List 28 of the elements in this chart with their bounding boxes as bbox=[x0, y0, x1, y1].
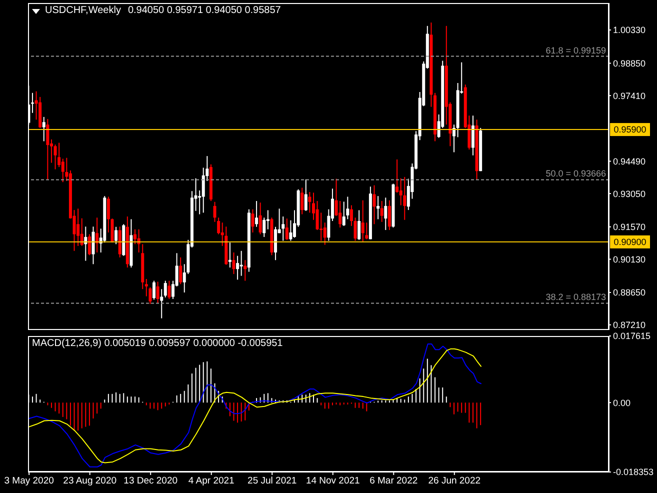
x-tick-label: 4 Apr 2021 bbox=[188, 476, 234, 487]
y-tick-label: 0.00 bbox=[613, 398, 631, 408]
y-tick-label: 0.91570 bbox=[613, 222, 646, 232]
x-tick-label: 13 Dec 2020 bbox=[124, 476, 178, 487]
ref-line-label: 38.2 = 0.88173 bbox=[546, 292, 606, 302]
y-tick-label: -0.018353 bbox=[613, 467, 654, 478]
ref-line-label: 0.90900 bbox=[614, 237, 646, 248]
chart-subtitle: 0.94050 0.95971 0.94050 0.95857 bbox=[128, 5, 281, 17]
y-tick-label: 0.017615 bbox=[613, 331, 651, 342]
y-tick-label: 0.98850 bbox=[613, 58, 646, 68]
x-tick-label: 26 Jun 2022 bbox=[428, 476, 481, 487]
ref-line-label: 61.8 = 0.99159 bbox=[546, 45, 606, 56]
x-tick-label: 3 May 2020 bbox=[4, 476, 54, 487]
ref-line-label: 0.95900 bbox=[614, 124, 646, 135]
x-tick-label: 23 Aug 2020 bbox=[63, 476, 117, 487]
ref-line-label: 50.0 = 0.93666 bbox=[546, 168, 606, 179]
y-tick-label: 0.97410 bbox=[613, 90, 646, 101]
y-tick-label: 0.90130 bbox=[613, 254, 646, 264]
x-tick-label: 6 Mar 2022 bbox=[370, 476, 418, 487]
chart-title: USDCHF,Weekly bbox=[45, 5, 121, 17]
y-tick-label: 1.00330 bbox=[613, 25, 646, 36]
y-tick-label: 0.88650 bbox=[613, 288, 646, 298]
y-tick-label: 0.93050 bbox=[613, 188, 646, 199]
y-tick-label: 0.87210 bbox=[613, 320, 646, 330]
x-tick-label: 14 Nov 2021 bbox=[306, 476, 360, 487]
chart-title: MACD(12,26,9) 0.005019 0.009597 0.000000 -0.005951 bbox=[32, 338, 283, 350]
x-tick-label: 25 Jul 2021 bbox=[248, 476, 297, 487]
y-tick-label: 0.94490 bbox=[613, 156, 646, 166]
